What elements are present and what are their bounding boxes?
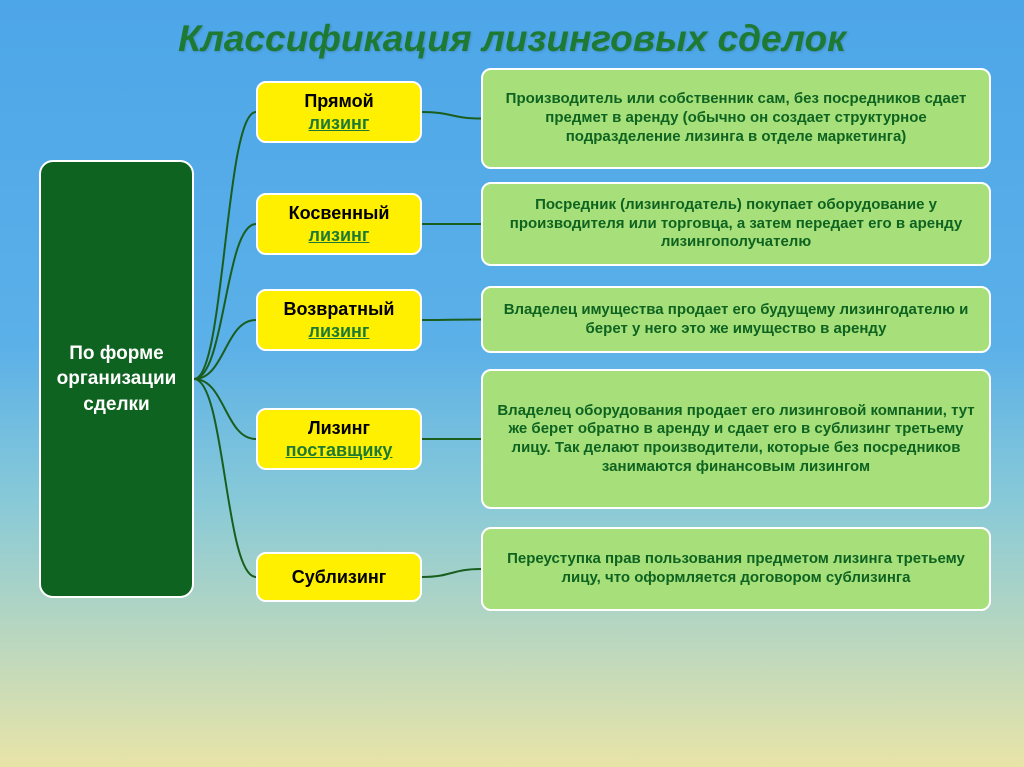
type-label-main: Прямой: [304, 90, 373, 113]
desc-text: Переуступка прав пользования предметом л…: [497, 550, 975, 588]
type-label-main: Возвратный: [284, 298, 395, 321]
desc-text: Посредник (лизингодатель) покупает обору…: [497, 196, 975, 252]
type-node: Косвенныйлизинг: [256, 193, 422, 255]
type-node: Сублизинг: [256, 552, 422, 602]
page-title: Классификация лизинговых сделок: [0, 0, 1024, 60]
desc-node: Владелец имущества продает его будущему …: [481, 286, 991, 353]
desc-node: Производитель или собственник сам, без п…: [481, 68, 991, 169]
desc-text: Производитель или собственник сам, без п…: [497, 90, 975, 146]
desc-node: Переуступка прав пользования предметом л…: [481, 527, 991, 611]
type-label-link: поставщику: [286, 439, 393, 462]
root-label: По форме организации сделки: [49, 341, 184, 418]
type-label-main: Лизинг: [308, 417, 370, 440]
desc-node: Посредник (лизингодатель) покупает обору…: [481, 182, 991, 266]
desc-text: Владелец оборудования продает его лизинг…: [497, 402, 975, 477]
root-node: По форме организации сделки: [39, 160, 194, 598]
type-label-main: Сублизинг: [292, 566, 387, 589]
type-label-main: Косвенный: [289, 202, 390, 225]
type-node: Возвратныйлизинг: [256, 289, 422, 351]
diagram-canvas: По форме организации сделки Прямойлизинг…: [0, 68, 1024, 748]
desc-node: Владелец оборудования продает его лизинг…: [481, 369, 991, 509]
type-label-link: лизинг: [309, 224, 370, 247]
type-label-link: лизинг: [309, 112, 370, 135]
type-label-link: лизинг: [309, 320, 370, 343]
type-node: Лизингпоставщику: [256, 408, 422, 470]
desc-text: Владелец имущества продает его будущему …: [497, 301, 975, 339]
type-node: Прямойлизинг: [256, 81, 422, 143]
